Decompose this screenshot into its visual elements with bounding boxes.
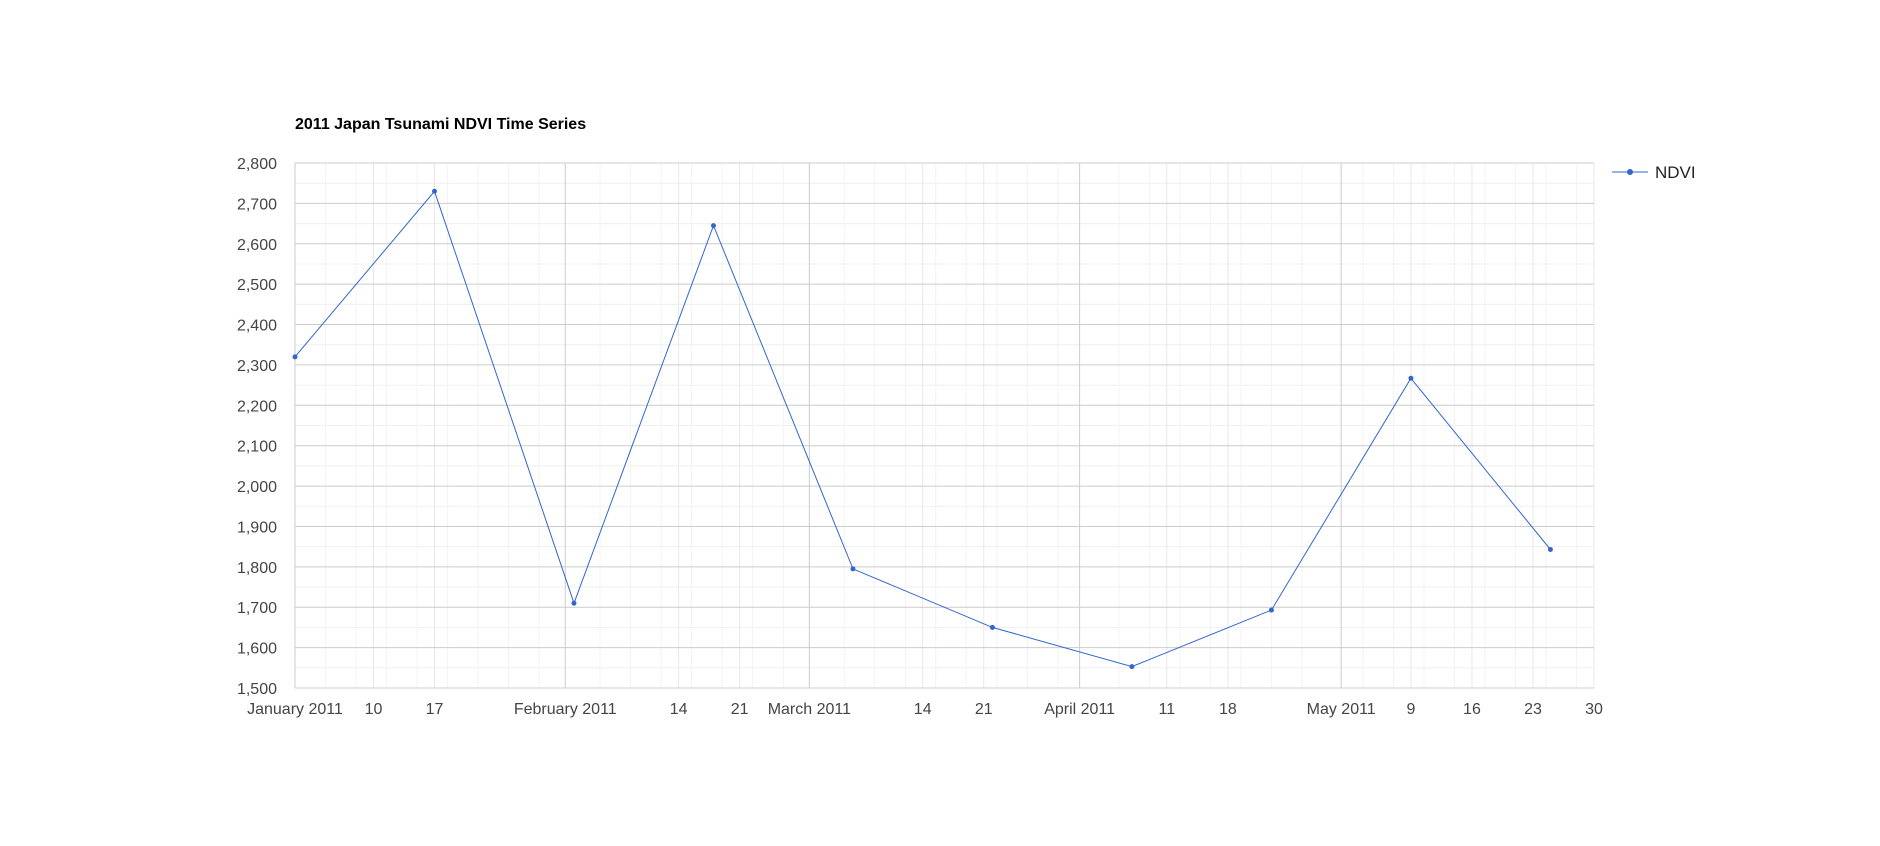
x-tick-label: March 2011 [768, 701, 851, 718]
legend[interactable]: NDVI [1612, 163, 1696, 182]
data-point [1408, 375, 1414, 381]
y-tick-label: 1,600 [237, 641, 277, 658]
x-axis-tick-labels: January 2011 10 17 February 2011 14 21 March 2… [247, 701, 1603, 718]
data-point [1129, 664, 1135, 670]
y-tick-label: 1,500 [237, 681, 277, 698]
x-tick-label: 16 [1463, 701, 1481, 718]
y-tick-label: 2,600 [237, 237, 277, 254]
data-point [292, 354, 298, 360]
x-tick-label: 9 [1406, 701, 1415, 718]
x-tick-label: February 2011 [514, 701, 617, 718]
series-ndvi [292, 188, 1553, 670]
y-tick-label: 2,800 [237, 156, 277, 173]
y-tick-label: 2,500 [237, 277, 277, 294]
data-point [989, 624, 995, 630]
series-line [294, 190, 1551, 668]
x-tick-label: 21 [731, 701, 749, 718]
y-tick-label: 2,100 [237, 439, 277, 456]
legend-label-ndvi: NDVI [1655, 163, 1696, 182]
data-point [1547, 546, 1553, 552]
minor-grid [295, 163, 1595, 688]
y-axis-tick-labels: 1,500 1,600 1,700 1,800 1,900 2,000 2,100 2,200… [237, 156, 277, 698]
y-tick-label: 1,900 [237, 519, 277, 536]
x-tick-label: 14 [914, 701, 932, 718]
data-point [850, 566, 856, 572]
data-point [1268, 607, 1274, 613]
y-tick-label: 2,000 [237, 479, 277, 496]
x-tick-label: 18 [1219, 701, 1237, 718]
major-grid [294, 162, 1594, 689]
x-tick-label: 14 [670, 701, 688, 718]
data-point [710, 223, 716, 229]
x-tick-label: January 2011 [247, 701, 343, 718]
x-tick-label: 11 [1159, 701, 1176, 718]
y-tick-label: 2,700 [237, 196, 277, 213]
legend-dot-marker [1627, 169, 1633, 175]
y-tick-label: 2,400 [237, 318, 277, 335]
x-tick-label: 17 [426, 701, 444, 718]
data-point [431, 188, 437, 194]
data-point [571, 600, 577, 606]
y-tick-label: 2,300 [237, 358, 277, 375]
x-tick-label: 30 [1585, 701, 1603, 718]
y-tick-label: 1,700 [237, 600, 277, 617]
y-tick-label: 1,800 [237, 560, 277, 577]
x-tick-label: April 2011 [1044, 701, 1115, 718]
x-tick-label: 21 [975, 701, 993, 718]
x-tick-label: 23 [1524, 701, 1542, 718]
x-tick-label: 10 [365, 701, 383, 718]
chart-title: 2011 Japan Tsunami NDVI Time Series [295, 116, 586, 133]
x-tick-label: May 2011 [1307, 701, 1376, 718]
y-tick-label: 2,200 [237, 398, 277, 415]
